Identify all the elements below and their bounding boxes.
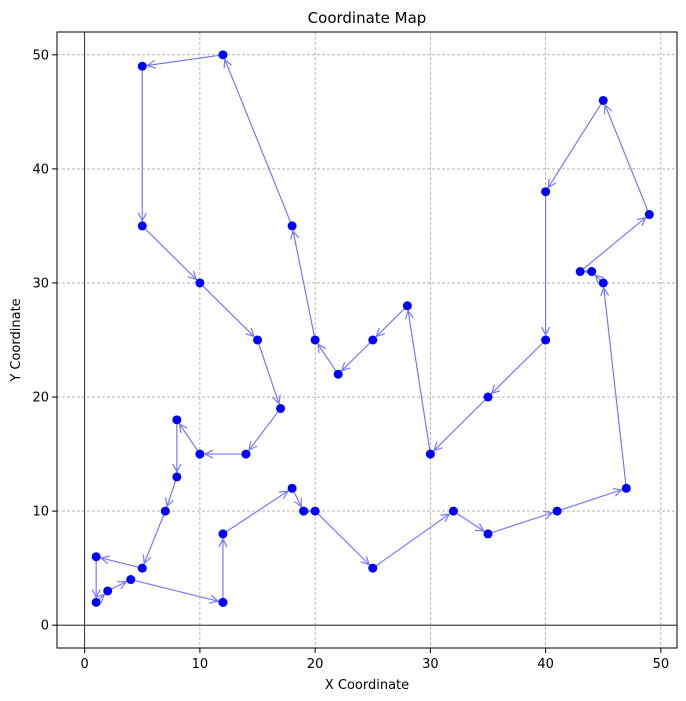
data-point [448,506,458,516]
data-point [253,335,263,345]
path-segment [372,514,450,569]
y-axis-ticks: 0 10 20 30 40 50 [32,48,57,634]
data-point [598,95,608,105]
data-point [299,506,309,516]
path-segment [249,408,282,450]
path-segment [605,105,650,215]
data-point [587,267,597,277]
x-axis-ticks: 0 10 20 30 40 50 [81,648,670,672]
path-segment [147,54,224,66]
data-point [368,563,378,573]
data-point [287,483,297,493]
path-segment [548,100,604,187]
x-tick-label: 10 [192,657,209,672]
data-point [552,506,562,516]
data-point [218,529,228,539]
y-axis-label: Y Coordinate [9,298,24,382]
path-segment [101,558,143,569]
path-segment [342,339,374,371]
zero-lines [57,32,677,648]
data-point [598,278,608,288]
data-point [91,597,101,607]
path-segment [225,59,293,227]
data-point [218,597,228,607]
path-segment [180,424,201,455]
data-point [483,529,493,539]
plot-frame [56,31,678,649]
data-point [103,586,113,596]
path-segment [376,305,408,337]
data-point [172,472,182,482]
data-point [195,278,205,288]
y-tick-label: 20 [32,391,49,406]
data-point [218,50,228,60]
data-point [137,563,147,573]
data-point [126,575,136,585]
path-segment [222,491,288,535]
data-point [541,335,551,345]
data-point [172,415,182,425]
path-segments [96,54,650,603]
x-tick-label: 30 [422,657,439,672]
data-point [91,552,101,562]
path-segment [199,282,254,337]
data-point [287,221,297,231]
data-point [575,267,585,277]
data-point [368,335,378,345]
path-segment [604,288,627,489]
path-segment [167,476,178,506]
chart-title: Coordinate Map [308,9,427,27]
data-point [402,301,412,311]
data-point [137,221,147,231]
data-point [310,506,320,516]
path-segment [256,339,279,404]
data-point [241,449,251,459]
y-tick-label: 40 [32,162,49,177]
data-point [541,187,551,197]
path-segment [141,225,196,280]
path-segment [408,311,431,455]
y-tick-label: 10 [32,505,49,520]
data-point [644,210,654,220]
y-tick-label: 50 [32,48,49,63]
path-segment [492,339,547,394]
data-point [310,335,320,345]
path-segment [579,218,645,273]
y-tick-label: 30 [32,276,49,291]
path-segment [130,578,218,602]
x-tick-label: 50 [653,657,670,672]
path-segment [293,231,316,341]
path-segment [318,344,339,375]
x-axis-label: X Coordinate [325,678,409,693]
data-point [195,449,205,459]
data-point [276,403,286,413]
data-point [333,369,343,379]
data-point [483,392,493,402]
x-tick-label: 20 [307,657,324,672]
x-tick-label: 0 [81,657,89,672]
data-points [91,50,654,607]
path-segment [434,396,489,451]
x-tick-label: 40 [537,657,554,672]
data-point [621,483,631,493]
path-segment [314,510,369,565]
path-segment [487,513,552,535]
data-point [160,506,170,516]
data-point [425,449,435,459]
plot-background [57,32,677,648]
path-segment [453,510,483,531]
path-segment [556,490,621,512]
y-tick-label: 0 [41,619,49,634]
data-point [137,61,147,71]
path-segment [144,510,166,563]
